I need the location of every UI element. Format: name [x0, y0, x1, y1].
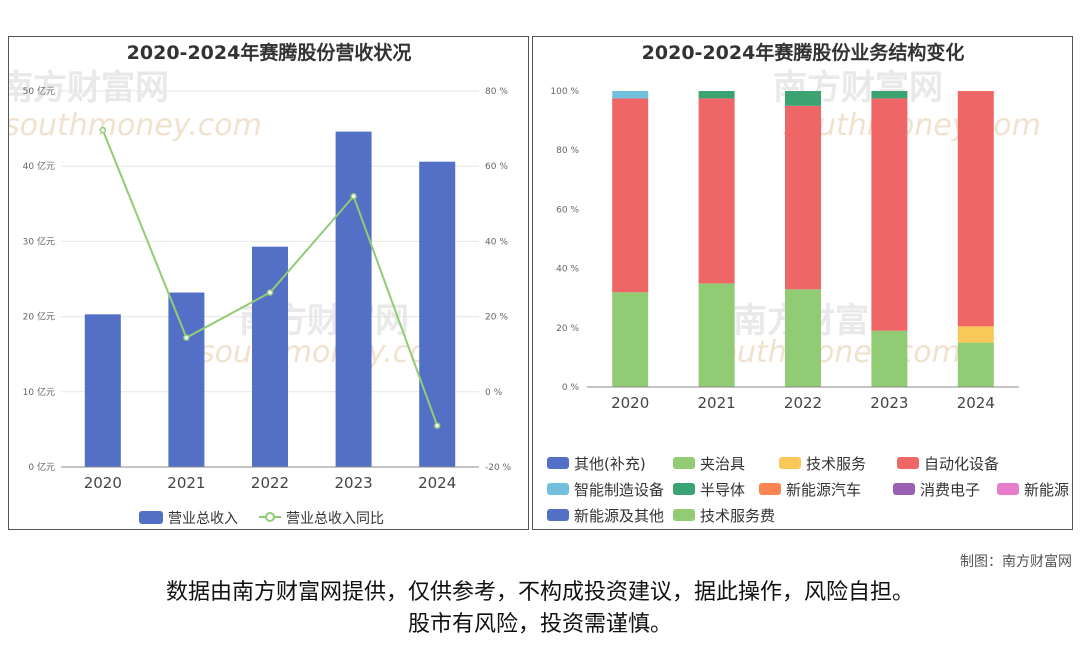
x-tick-label: 2024 — [418, 474, 456, 492]
disclaimer: 数据由南方财富网提供，仅供参考，不构成投资建议，据此操作，风险自担。 股市有风险… — [0, 577, 1080, 641]
chart-title: 2020-2024年赛腾股份业务结构变化 — [642, 41, 965, 64]
stacked-bar-segment — [957, 326, 994, 343]
y-left-tick-label: 20 亿元 — [23, 311, 55, 323]
legend-swatch-yoy-marker — [265, 512, 275, 522]
x-tick-label: 2020 — [611, 394, 649, 412]
revenue-chart-panel: 南方财富网 southmoney.com 南方财富网 southmoney.co… — [8, 36, 529, 530]
stacked-bar-segment — [871, 98, 908, 331]
watermark-en: southmoney.com — [199, 335, 457, 370]
y-right-tick-label: 60 % — [485, 162, 508, 172]
x-tick-label: 2021 — [698, 394, 736, 412]
legend-label: 新能源汽车 — [786, 481, 861, 499]
chart-title: 2020-2024年赛腾股份营收状况 — [127, 41, 412, 64]
y-tick-label: 60 % — [556, 205, 579, 215]
stacked-bar-segment — [871, 91, 908, 99]
legend-label: 智能制造设备 — [574, 481, 664, 499]
watermark-en: southmoney.com — [703, 335, 961, 370]
y-tick-label: 40 % — [556, 265, 579, 275]
y-right-tick-label: 20 % — [485, 313, 508, 323]
x-tick-label: 2021 — [167, 474, 205, 492]
yoy-point — [266, 289, 274, 296]
stacked-bar-segment — [698, 98, 735, 284]
legend-swatch — [673, 509, 695, 521]
y-right-tick-label: 0 % — [485, 388, 503, 398]
stacked-bar-segment — [612, 98, 649, 293]
watermark-en: southmoney.com — [783, 108, 1041, 143]
revenue-bar — [335, 131, 372, 467]
y-right-tick-label: 40 % — [485, 237, 508, 247]
x-tick-label: 2023 — [870, 394, 908, 412]
chart-legend: 营业总收入 营业总收入同比 — [139, 511, 384, 527]
legend-label: 其他(补充) — [574, 455, 646, 473]
y-right-tick-label: 80 % — [485, 87, 508, 97]
y-tick-label: 0 % — [562, 383, 580, 393]
revenue-chart: 南方财富网 southmoney.com 南方财富网 southmoney.co… — [9, 41, 512, 527]
legend-label-revenue: 营业总收入 — [168, 511, 238, 527]
legend-swatch — [547, 457, 569, 469]
business-structure-chart: 南方财富网 southmoney.com 南方财富网 southmoney.co… — [547, 41, 1069, 525]
stacked-bar-segment — [612, 91, 649, 99]
legend-swatch — [547, 509, 569, 521]
legend-swatch-revenue — [139, 511, 163, 524]
stacked-bar-segment — [698, 283, 735, 387]
revenue-bar — [84, 314, 121, 467]
stacked-bar-segment — [871, 330, 908, 387]
x-tick-label: 2023 — [335, 474, 373, 492]
stacked-bar-segment — [612, 292, 649, 387]
y-tick-label: 20 % — [556, 324, 579, 334]
legend-label-yoy: 营业总收入同比 — [286, 511, 384, 527]
yoy-point — [350, 193, 357, 200]
legend-label: 新能源及其他 — [574, 507, 664, 525]
disclaimer-line: 数据由南方财富网提供，仅供参考，不构成投资建议，据此操作，风险自担。 — [165, 580, 914, 605]
revenue-bar — [252, 246, 288, 467]
legend-swatch — [673, 457, 695, 469]
legend-label: 消费电子 — [920, 481, 980, 499]
legend-swatch — [779, 457, 801, 469]
y-tick-label: 100 % — [550, 87, 579, 97]
legend-label: 半导体 — [700, 481, 745, 499]
yoy-point — [99, 126, 107, 134]
legend-label: 新能源 — [1024, 481, 1069, 499]
stacked-bar-segment — [957, 91, 994, 327]
stacked-bar-segment — [957, 342, 994, 387]
legend-swatch — [997, 483, 1019, 495]
legend-swatch — [673, 483, 695, 495]
yoy-point — [433, 422, 441, 429]
legend-swatch — [897, 457, 919, 469]
y-left-tick-label: 40 亿元 — [23, 160, 55, 172]
business-structure-chart-panel: 南方财富网 southmoney.com 南方财富网 southmoney.co… — [532, 36, 1073, 530]
y-tick-label: 80 % — [556, 146, 579, 156]
revenue-bar — [419, 161, 456, 468]
revenue-bar — [168, 292, 205, 467]
chart-credit: 制图：南方财富网 — [960, 554, 1072, 570]
stacked-bar-segment — [785, 289, 821, 387]
stacked-bar-segment — [785, 91, 821, 106]
legend-label: 自动化设备 — [924, 455, 999, 473]
legend-label: 夹治具 — [700, 455, 745, 473]
legend-label: 技术服务 — [806, 455, 866, 473]
stacked-bar-segment — [698, 91, 735, 99]
watermark-cn: 南方财富网 — [9, 68, 169, 108]
y-left-tick-label: 0 亿元 — [28, 461, 55, 473]
x-tick-label: 2020 — [84, 474, 122, 492]
y-right-tick-label: -20 % — [485, 463, 512, 473]
disclaimer-line: 股市有风险，投资需谨慎。 — [407, 612, 672, 637]
watermark: 南方财富网 southmoney.com 南方财富网 southmoney.co… — [9, 68, 457, 370]
x-tick-label: 2024 — [957, 394, 995, 412]
legend-swatch — [893, 483, 915, 495]
y-left-tick-label: 30 亿元 — [23, 235, 55, 247]
y-left-tick-label: 10 亿元 — [23, 386, 55, 398]
legend-label: 技术服务费 — [700, 507, 775, 525]
legend-swatch — [759, 483, 781, 495]
stacked-bar-segment — [785, 105, 821, 290]
yoy-point — [183, 334, 190, 341]
x-tick-label: 2022 — [784, 394, 822, 412]
watermark-en: southmoney.com — [9, 108, 262, 143]
y-left-tick-label: 50 亿元 — [23, 85, 55, 97]
legend-swatch — [547, 483, 569, 495]
x-tick-label: 2022 — [251, 474, 289, 492]
